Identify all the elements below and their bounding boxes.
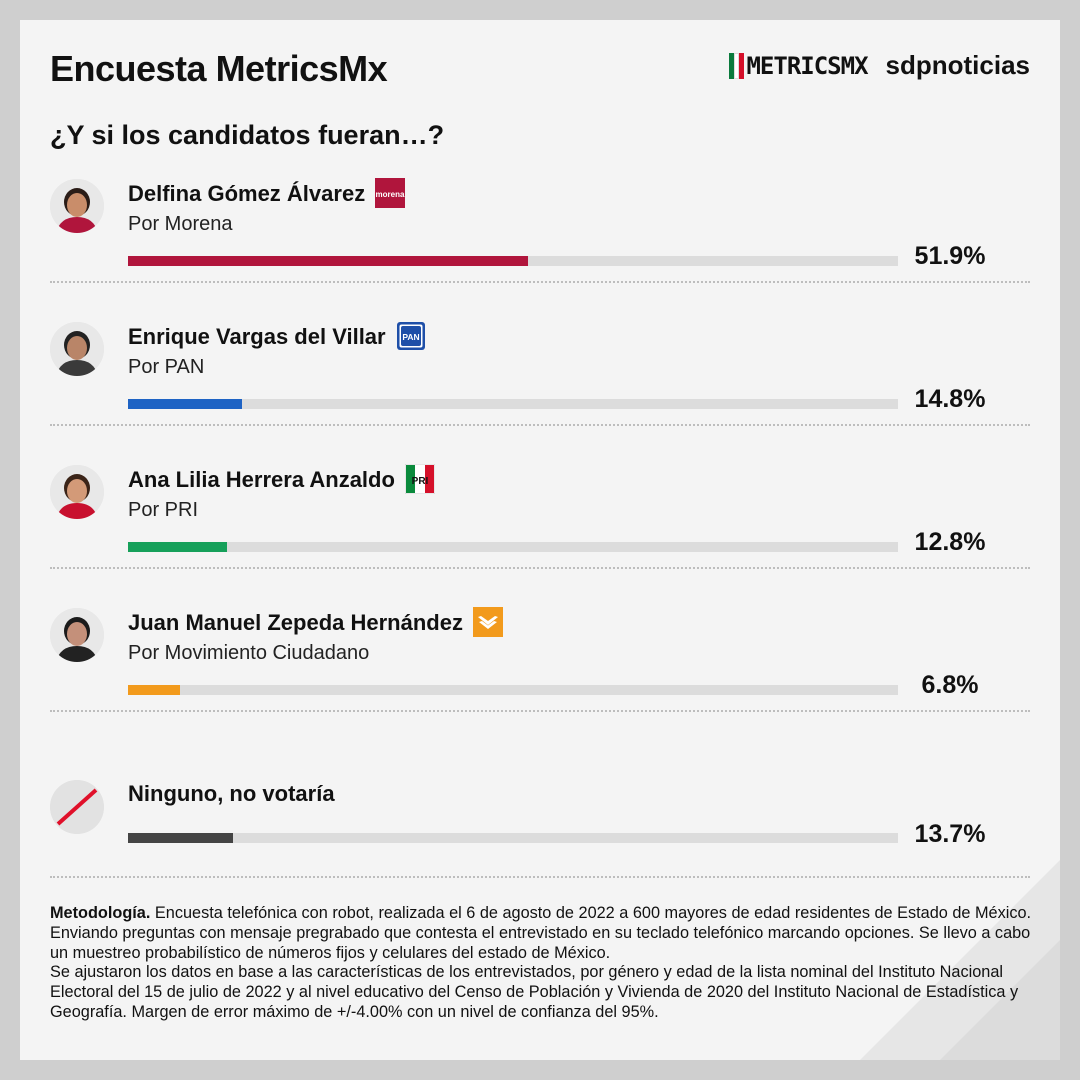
svg-text:PRI: PRI xyxy=(412,476,429,487)
result-row: Ninguno, no votaría 13.7% xyxy=(20,748,1060,888)
candidate-name-label: Juan Manuel Zepeda Hernández xyxy=(128,609,463,635)
methodology-label: Metodología. xyxy=(50,904,151,922)
candidate-name-label: Ana Lilia Herrera Anzaldo xyxy=(128,466,395,492)
bar-fill xyxy=(128,542,227,552)
bar-fill xyxy=(128,399,242,409)
row-separator xyxy=(50,424,1030,426)
svg-text:morena: morena xyxy=(376,190,405,199)
metricsmx-logo: METRICSMX xyxy=(729,51,869,80)
chart-subtitle: ¿Y si los candidatos fueran…? xyxy=(50,120,445,150)
brand-logos: METRICSMX sdpnoticias xyxy=(729,50,1030,81)
candidate-name: Ninguno, no votaría xyxy=(128,781,335,807)
percentage-label: 12.8% xyxy=(914,528,986,556)
row-separator xyxy=(50,567,1030,569)
candidate-avatar xyxy=(50,780,104,834)
row-separator xyxy=(50,281,1030,283)
morena-logo-icon: morena xyxy=(375,178,406,208)
bar-track xyxy=(128,685,898,695)
bar-track xyxy=(128,399,898,409)
result-row: Enrique Vargas del Villar PAN Por PAN 14.8% xyxy=(20,319,1060,459)
candidate-name-label: Ninguno, no votaría xyxy=(128,781,335,806)
candidate-avatar xyxy=(50,179,104,233)
candidate-party: Por Morena xyxy=(128,213,233,235)
flag-icon xyxy=(729,52,745,79)
bar-fill xyxy=(128,256,528,266)
candidate-avatar xyxy=(50,608,104,662)
row-separator xyxy=(50,710,1030,712)
pan-logo-icon: PAN xyxy=(396,321,426,351)
percentage-label: 6.8% xyxy=(921,671,979,699)
pri-logo-icon: PRI xyxy=(404,463,436,495)
percentage-label: 13.7% xyxy=(914,820,986,848)
candidate-party: Por PRI xyxy=(128,499,199,521)
candidate-name: Enrique Vargas del Villar PAN xyxy=(128,321,426,353)
candidate-party: Por Movimiento Ciudadano xyxy=(128,642,370,664)
bar-track xyxy=(128,833,898,843)
candidate-name: Juan Manuel Zepeda Hernández xyxy=(128,607,503,639)
page-title: Encuesta MetricsMx xyxy=(50,48,388,89)
row-separator xyxy=(50,876,1030,878)
methodology-text-2: Se ajustaron los datos en base a las car… xyxy=(50,963,1019,1021)
methodology-text: Encuesta telefónica con robot, realizada… xyxy=(50,904,1032,962)
candidate-party: Por PAN xyxy=(128,356,205,378)
bar-track xyxy=(128,542,898,552)
percentage-label: 51.9% xyxy=(914,242,986,270)
candidate-name: Delfina Gómez Álvarez morena xyxy=(128,178,406,210)
result-row: Juan Manuel Zepeda Hernández Por Movimien… xyxy=(20,605,1060,745)
candidate-avatar xyxy=(50,465,104,519)
poll-card: Encuesta MetricsMx METRICSMX sdpnoticias… xyxy=(20,20,1060,1060)
svg-text:PAN: PAN xyxy=(402,332,419,342)
bar-track xyxy=(128,256,898,266)
candidate-name-label: Delfina Gómez Álvarez xyxy=(128,180,366,206)
candidate-avatar xyxy=(50,322,104,376)
bar-fill xyxy=(128,833,233,843)
corner-decoration-inner xyxy=(940,940,1060,1060)
mc-logo-icon xyxy=(472,607,503,637)
result-row: Delfina Gómez Álvarez morena Por Morena 51.… xyxy=(20,176,1060,316)
candidate-name-label: Enrique Vargas del Villar xyxy=(128,323,386,349)
result-row: Ana Lilia Herrera Anzaldo PRI Por PRI 12.8% xyxy=(20,462,1060,602)
bar-fill xyxy=(128,685,180,695)
percentage-label: 14.8% xyxy=(914,385,986,413)
methodology-note: Metodología. Encuesta telefónica con rob… xyxy=(50,904,1035,1023)
metricsmx-logo-text: METRICSMX xyxy=(746,51,868,80)
candidate-name: Ana Lilia Herrera Anzaldo PRI xyxy=(128,463,436,496)
sdpnoticias-logo: sdpnoticias xyxy=(885,50,1030,80)
